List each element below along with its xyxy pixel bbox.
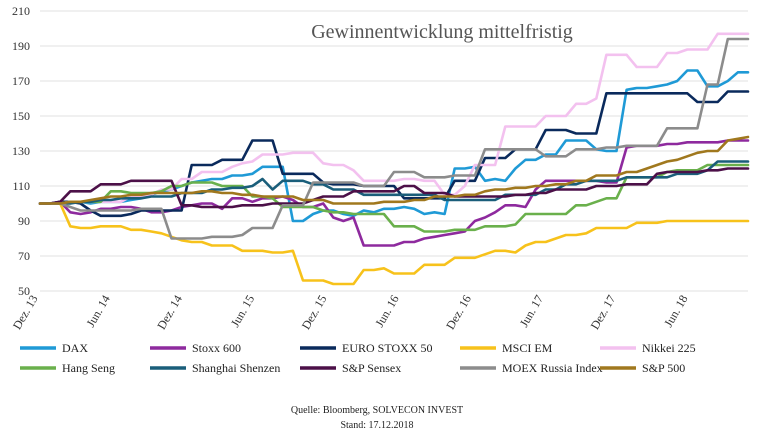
legend-item: EURO STOXX 50 [300,341,432,355]
x-tick-label: Jun. 17 [517,293,546,330]
y-tick-label: 150 [12,109,30,123]
legend-item: Shanghai Shenzen [150,361,280,375]
date-note: Stand: 17.12.2018 [340,420,413,431]
y-tick-label: 130 [12,144,30,158]
legend-item: MSCI EM [460,341,553,355]
gridlines [40,10,748,292]
legend-label: Stoxx 600 [192,341,241,355]
legend-item: S&P 500 [600,361,685,375]
series-line-msci-em [38,202,750,286]
legend-label: Hang Seng [62,361,115,375]
y-tick-label: 190 [12,39,30,53]
x-tick-label: Jun. 15 [228,293,257,330]
series-line-euro-stoxx-50 [38,90,750,218]
legend-item: S&P Sensex [300,361,401,375]
legend-label: DAX [62,341,88,355]
legend-label: EURO STOXX 50 [342,341,432,355]
x-tick-label: Dez. 14 [154,293,185,332]
x-tick-label: Jun. 14 [83,293,112,330]
source-note: Quelle: Bloomberg, SOLVECON INVEST [291,405,463,416]
y-tick-label: 210 [12,4,30,18]
legend-label: S&P 500 [642,361,685,375]
y-tick-label: 110 [12,179,30,193]
x-tick-label: Dez. 17 [588,293,619,332]
x-tick-label: Dez. 16 [443,293,474,332]
legend-label: MSCI EM [502,341,553,355]
x-tick-label: Jun. 18 [661,293,690,330]
legend-item: Nikkei 225 [600,341,696,355]
series-line-s-p-sensex [38,167,750,209]
x-tick-label: Dez. 13 [10,293,41,332]
legend-item: Hang Seng [20,361,115,375]
legend: DAX Stoxx 600 EURO STOXX 50 MSCI EM Nikkei 2… [20,341,696,375]
series-lines [38,32,750,286]
series-line-s-p-500 [38,135,750,205]
legend-item: MOEX Russia Index [460,361,603,375]
x-tick-label: Jun. 16 [372,293,401,330]
y-tick-label: 70 [18,249,30,263]
legend-label: Shanghai Shenzen [192,361,280,375]
legend-item: Stoxx 600 [150,341,241,355]
y-tick-label: 50 [18,284,30,298]
x-axis: Dez. 13 Jun. 14 Dez. 14 Jun. 15 Dez. 15 Jun. … [10,293,691,332]
legend-label: S&P Sensex [342,361,401,375]
legend-item: DAX [20,341,88,355]
series-line-shanghai-shenzen [38,160,750,205]
y-axis: 50 70 90 110 130 150 170 190 210 [12,4,30,298]
series-line-moex-russia-index [38,37,750,240]
y-tick-label: 90 [18,214,30,228]
legend-label: Nikkei 225 [642,341,696,355]
x-tick-label: Dez. 15 [299,293,330,332]
legend-label: MOEX Russia Index [502,361,603,375]
y-tick-label: 170 [12,74,30,88]
chart-title: Gewinnentwicklung mittelfristig [311,21,573,43]
